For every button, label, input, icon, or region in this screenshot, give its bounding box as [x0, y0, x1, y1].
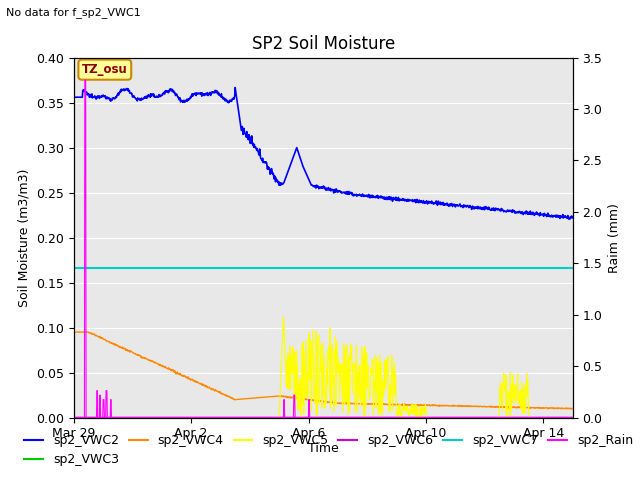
Text: TZ_osu: TZ_osu: [82, 63, 128, 76]
Title: SP2 Soil Moisture: SP2 Soil Moisture: [252, 35, 395, 53]
Text: No data for f_sp2_VWC1: No data for f_sp2_VWC1: [6, 7, 141, 18]
Y-axis label: Raim (mm): Raim (mm): [608, 203, 621, 273]
Y-axis label: Soil Moisture (m3/m3): Soil Moisture (m3/m3): [17, 168, 30, 307]
Text: TZ_osu: TZ_osu: [0, 479, 1, 480]
X-axis label: Time: Time: [308, 442, 339, 455]
Legend: sp2_VWC2, sp2_VWC3, sp2_VWC4, sp2_VWC5, sp2_VWC6, sp2_VWC7, sp2_Rain: sp2_VWC2, sp2_VWC3, sp2_VWC4, sp2_VWC5, …: [19, 429, 638, 471]
